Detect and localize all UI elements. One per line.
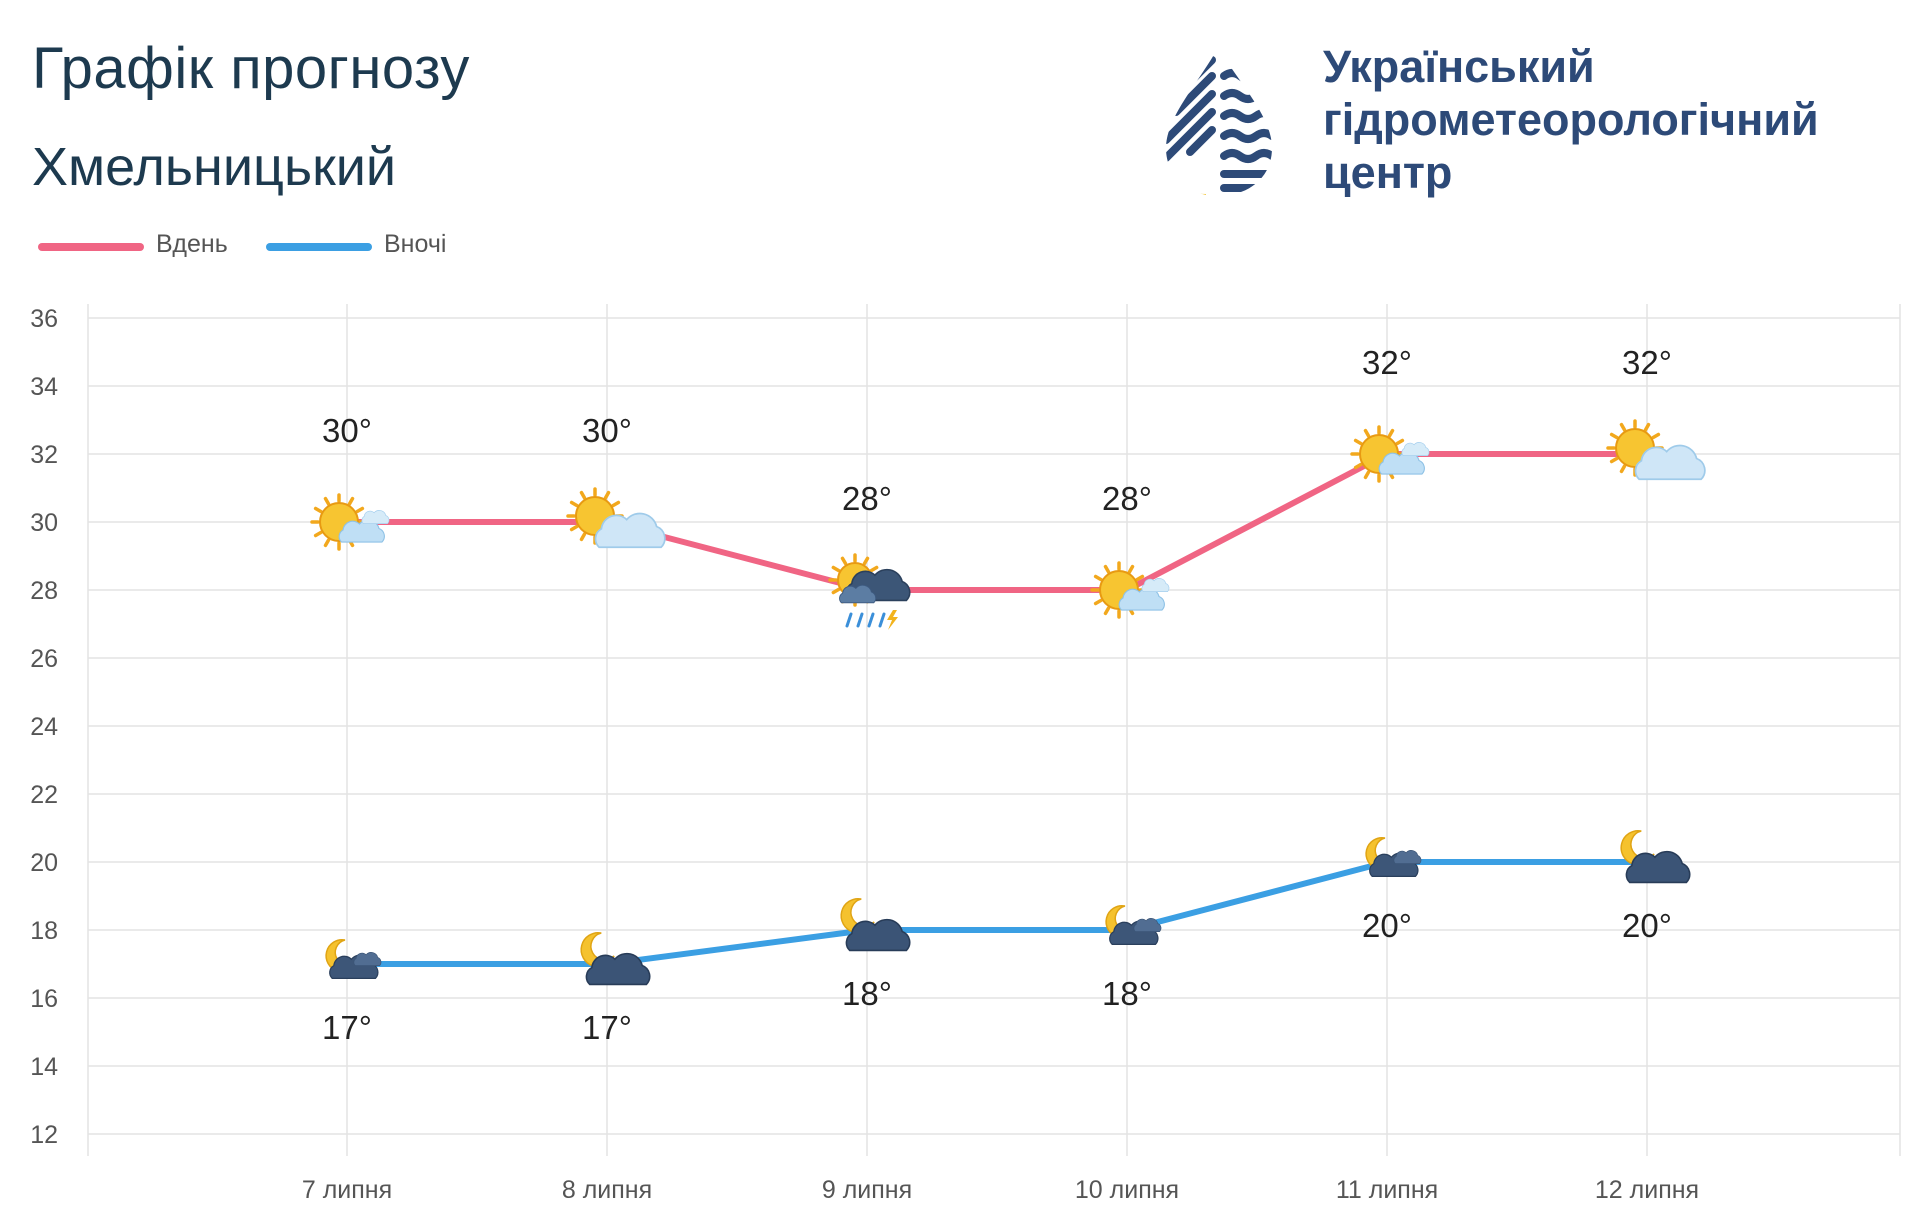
night-temperature-label: 20° [1622,907,1672,944]
y-tick-label: 36 [30,305,58,333]
day-temperature-label: 30° [322,412,372,449]
y-tick-label: 16 [30,985,58,1013]
legend-label-day: Вдень [156,230,228,258]
day-temperature-line [344,451,1650,593]
logo-line-1: Український [1323,41,1595,92]
moon-cloud-small-icon [1105,904,1162,946]
temperature-chart: 12 14 16 18 20 22 24 26 28 30 32 34 36 7 липня 8 липня… [30,304,1901,1204]
sun-small-cloud-icon [1350,425,1430,483]
y-tick-label: 28 [30,577,58,605]
legend-label-night: Вночі [384,230,447,258]
x-tick-label: 10 липня [1075,1176,1179,1204]
moon-cloud-icon [1620,829,1691,884]
ugmc-logo-text: Український гідрометеорологічний центр [1323,40,1819,199]
ugmc-logo: Український гідрометеорологічний центр [1160,40,1920,200]
logo-line-3: центр [1323,147,1453,198]
moon-cloud-icon [840,897,911,952]
logo-line-2: гідрометеорологічний [1323,94,1819,145]
sun-cloud-icon [566,487,666,549]
sun-storm-rain-icon [828,553,911,630]
water-drop-logo-icon [1166,48,1272,196]
y-tick-label: 12 [30,1121,58,1149]
y-tick-label: 14 [30,1053,58,1081]
legend-swatch-night [266,243,372,251]
legend-swatch-day [38,243,144,251]
sun-cloud-icon [1606,419,1706,481]
sun-small-cloud-icon [310,493,390,551]
night-temperature-label: 18° [842,975,892,1012]
y-tick-label: 18 [30,917,58,945]
y-tick-label: 22 [30,781,58,809]
moon-cloud-small-icon [1365,836,1422,878]
day-temperature-label: 32° [1622,344,1672,381]
day-temperature-label: 28° [842,480,892,517]
night-temperature-label: 20° [1362,907,1412,944]
day-temperature-label: 28° [1102,480,1152,517]
x-tick-label: 7 липня [302,1176,392,1204]
day-temperature-label: 32° [1362,344,1412,381]
city-name: Хмельницький [32,137,397,197]
night-temperature-label: 18° [1102,975,1152,1012]
y-tick-label: 26 [30,645,58,673]
y-tick-label: 24 [30,713,58,741]
chart-weather-icons [310,419,1706,986]
y-tick-label: 34 [30,373,58,401]
x-tick-label: 9 липня [822,1176,912,1204]
night-temperature-line [344,859,1650,967]
chart-value-labels: 30° 30° 28° 28° 32° 32° 17° 17° 18° 18° 20° 20° [322,344,1672,1046]
day-temperature-label: 30° [582,412,632,449]
chart-axes: 12 14 16 18 20 22 24 26 28 30 32 34 36 7 липня 8 липня… [30,305,1699,1204]
x-tick-label: 11 липня [1336,1176,1438,1204]
chart-title: Графік прогнозу [32,36,470,101]
moon-cloud-small-icon [325,938,382,980]
night-temperature-label: 17° [582,1009,632,1046]
x-tick-label: 8 липня [562,1176,652,1204]
night-temperature-label: 17° [322,1009,372,1046]
x-tick-label: 12 липня [1595,1176,1699,1204]
y-tick-label: 30 [30,509,58,537]
sun-small-cloud-icon [1090,561,1170,619]
y-tick-label: 32 [30,441,58,469]
y-tick-label: 20 [30,849,58,877]
moon-cloud-icon [580,931,651,986]
chart-series [344,451,1650,967]
